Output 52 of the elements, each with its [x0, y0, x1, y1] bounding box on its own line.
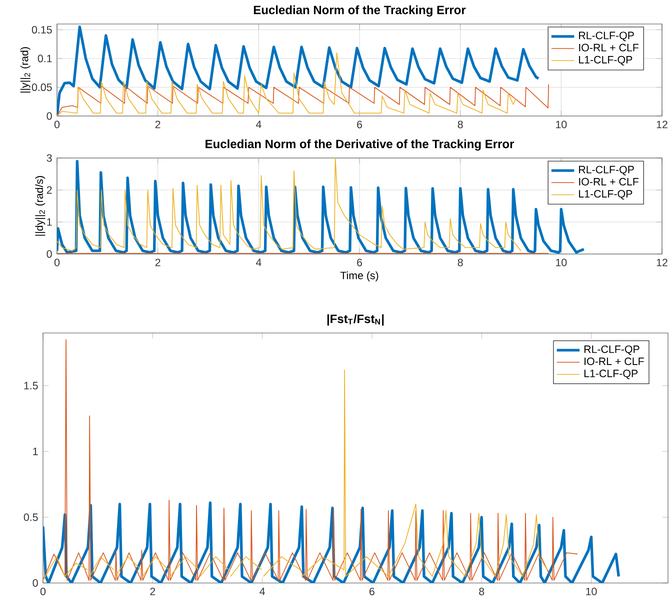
legend-label: L1-CLF-QP: [579, 56, 632, 66]
y-tick-label: 0: [46, 112, 52, 120]
x-tick-label: 6: [357, 120, 362, 128]
y-tick-label: 0.15: [32, 26, 52, 34]
chart-title: Eucledian Norm of the Derivative of the Tracking Error: [206, 139, 514, 151]
x-tick-label: 2: [155, 258, 160, 266]
x-tick-label: 10: [556, 120, 567, 128]
line-series: [57, 26, 540, 116]
chart-title: Eucledian Norm of the Tracking Error: [254, 5, 466, 17]
line-series: [43, 339, 578, 581]
x-tick-label: 10: [586, 588, 597, 596]
y-tick-label: 1: [33, 448, 38, 456]
x-tick-label: 10: [556, 258, 567, 266]
x-tick-label: 4: [256, 120, 262, 128]
y-tick-label: 0: [46, 250, 52, 258]
legend-label: RL-CLF-QP: [584, 345, 640, 355]
x-tick-label: 6: [357, 258, 362, 266]
y-tick-label: 1: [47, 218, 52, 226]
legend-label: IO-RL + CLF: [579, 178, 638, 186]
legend-label: IO-RL + CLF: [579, 44, 638, 52]
legend-label: RL-CLF-QP: [579, 166, 634, 176]
chart-title: |Fst$_{T}$/Fst$_{N}$|: [327, 314, 384, 326]
line-series: [57, 158, 522, 252]
legend-label: L1-CLF-QP: [584, 370, 638, 380]
x-tick-label: 2: [150, 588, 156, 596]
y-tick-label: 1.5: [24, 382, 38, 390]
x-tick-label: 0: [54, 120, 60, 128]
x-tick-label: 4: [256, 258, 262, 266]
y-axis-title: ||dy||$_{2}$ (rad/s): [35, 176, 46, 236]
x-tick-label: 4: [260, 588, 265, 596]
line-series: [57, 52, 516, 116]
legend-label: IO-RL + CLF: [584, 358, 644, 366]
y-tick-label: 0: [32, 579, 38, 587]
x-tick-label: 12: [656, 258, 668, 266]
y-tick-label: 3: [46, 154, 52, 162]
x-tick-label: 0: [54, 258, 60, 266]
line-series: [57, 84, 549, 116]
y-axis-title: ||y||$_{2}$ (rad): [20, 47, 30, 93]
legend-label: L1-CLF-QP: [579, 190, 632, 200]
x-tick-label: 12: [656, 120, 668, 128]
legend-label: RL-CLF-QP: [579, 32, 634, 42]
y-tick-label: 0.05: [32, 83, 52, 92]
x-axis-title: Time (s): [340, 271, 378, 282]
x-tick-label: 2: [155, 120, 160, 128]
line-series: [43, 501, 620, 584]
x-tick-label: 8: [458, 258, 463, 266]
x-tick-label: 8: [479, 588, 484, 596]
y-tick-label: 0.5: [24, 513, 38, 521]
x-tick-label: 6: [370, 588, 374, 596]
y-tick-label: 2: [46, 186, 52, 194]
x-tick-label: 8: [458, 120, 463, 128]
y-tick-label: 0.1: [38, 54, 52, 62]
